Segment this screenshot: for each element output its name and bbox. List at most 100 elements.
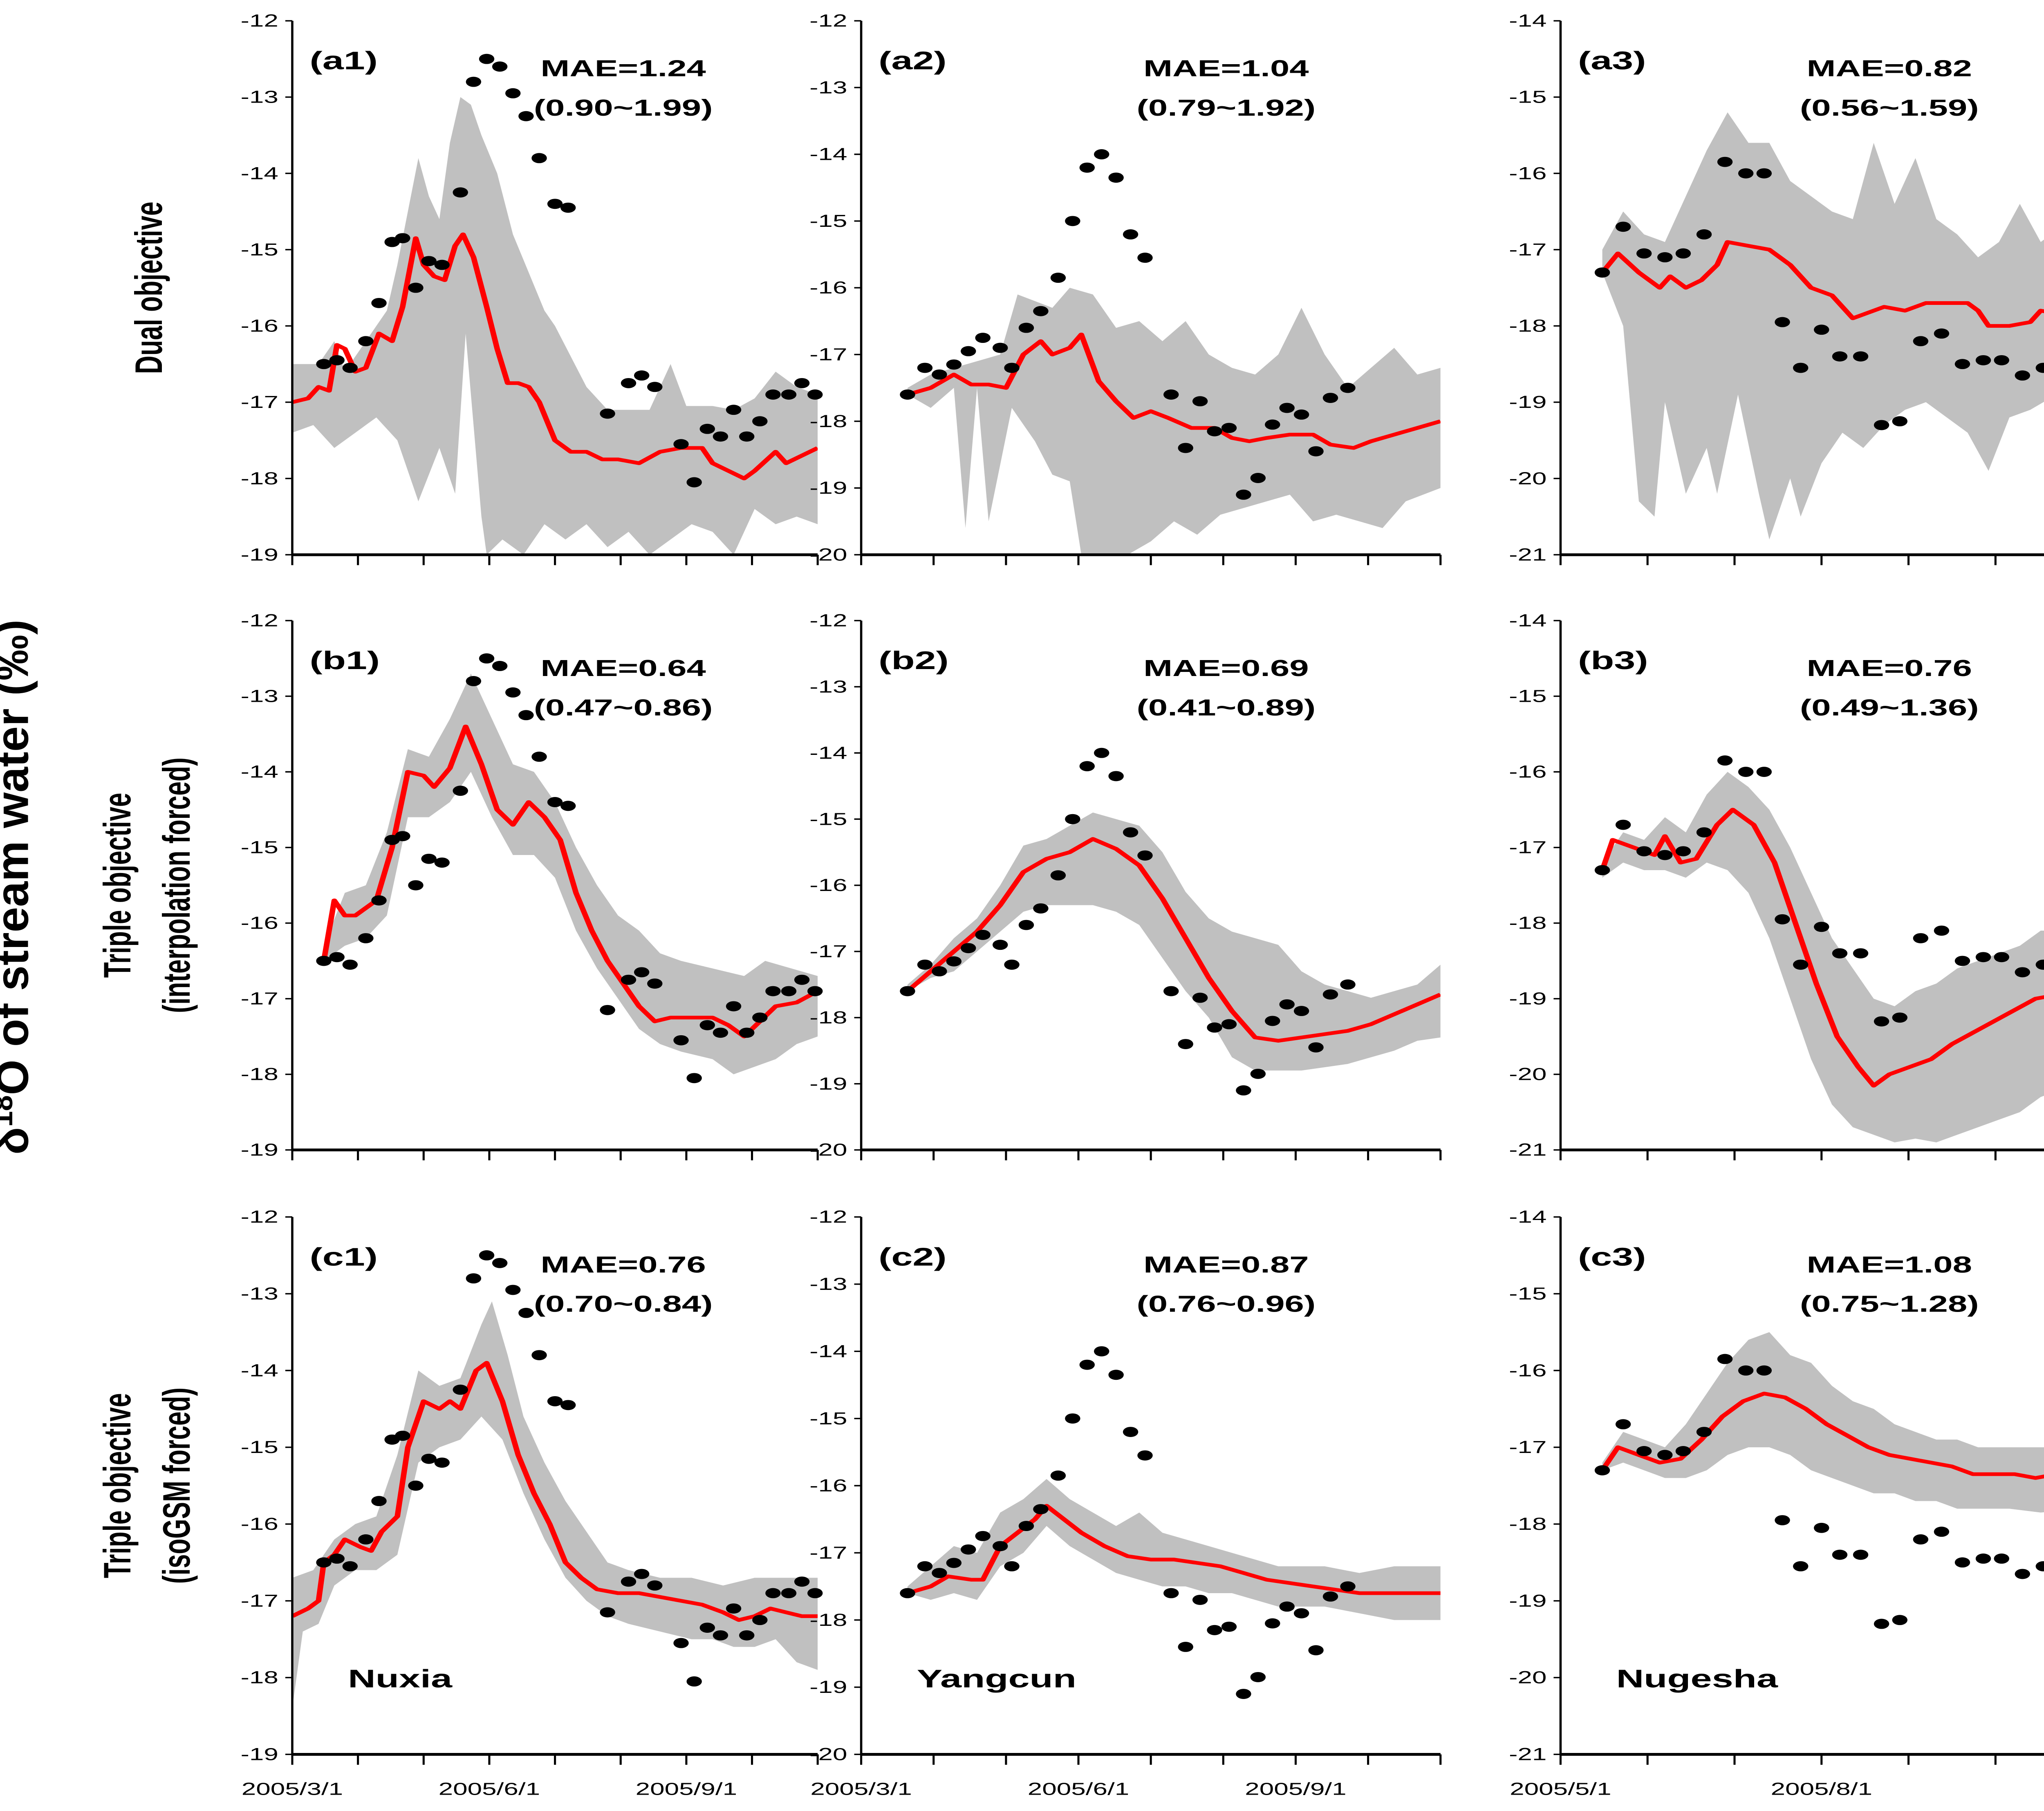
observation-point: [492, 661, 508, 671]
observation-point: [1322, 1591, 1338, 1602]
observation-point: [518, 1307, 534, 1318]
observation-point: [453, 786, 468, 796]
observation-point: [1265, 1618, 1280, 1629]
simulation-average-line: [906, 332, 1441, 450]
mae-value: MAE=1.04: [1143, 56, 1309, 82]
plot-area: [905, 812, 1441, 1071]
observation-point: [1874, 420, 1889, 430]
observation-point: [560, 1400, 576, 1410]
observation-point: [600, 1607, 615, 1618]
observation-point: [342, 1561, 358, 1571]
observation-point: [434, 857, 450, 868]
observation-point: [1913, 336, 1929, 347]
mae-value: MAE=0.76: [1807, 656, 1972, 681]
observation-point: [342, 959, 358, 970]
observation-point: [1250, 473, 1266, 483]
observation-point: [1279, 403, 1295, 413]
observation-point: [1004, 363, 1020, 373]
observation-point: [961, 1544, 976, 1555]
observation-point: [1293, 1006, 1309, 1016]
observation-point: [1050, 273, 1066, 283]
panel-label: (b2): [879, 646, 949, 675]
observation-point: [1636, 248, 1652, 259]
observation-point: [600, 1005, 615, 1015]
y-tick-label: -18: [1509, 913, 1546, 933]
y-tick-label: -19: [241, 1140, 278, 1160]
observation-point: [1793, 959, 1809, 970]
observation-point: [1853, 351, 1869, 362]
y-tick-label: -17: [1509, 240, 1546, 259]
y-tick-label: -14: [1509, 11, 1546, 30]
observation-point: [1994, 952, 2009, 963]
y-tick-label: -19: [1509, 989, 1546, 1008]
observation-point: [1696, 229, 1712, 240]
y-tick-label: -19: [809, 1678, 847, 1697]
observation-point: [975, 929, 991, 940]
y-tick-label: -20: [1509, 1668, 1546, 1687]
observation-point: [1033, 903, 1049, 914]
observation-point: [917, 959, 933, 970]
simulation-average-line: [905, 837, 1441, 1043]
observation-point: [1994, 355, 2009, 365]
observation-point: [421, 853, 437, 864]
observation-point: [1137, 850, 1153, 861]
panel-a2: -20 -19 -18 -17 -16 -15 -14 -13 -12 (a2) MAE=1.04 (…: [809, 11, 1442, 565]
observation-point: [395, 831, 410, 842]
observation-point: [505, 687, 521, 698]
observation-point: [1094, 1346, 1109, 1357]
observation-point: [1163, 986, 1179, 996]
uncertainty-band: [907, 1479, 1441, 1620]
observation-point: [547, 199, 563, 209]
plot-area: [1599, 772, 2044, 1143]
y-tick-label: -19: [241, 545, 278, 564]
observation-point: [739, 1028, 755, 1038]
observation-point: [316, 1557, 332, 1568]
observation-point: [421, 1453, 437, 1464]
observation-point: [1279, 999, 1295, 1010]
observation-point: [794, 1576, 810, 1587]
observation-point: [1265, 1016, 1280, 1026]
observation-point: [807, 1588, 823, 1598]
y-tick-label: -14: [241, 762, 278, 781]
observation-point: [518, 111, 534, 121]
panel-label: (b1): [310, 646, 380, 675]
mae-value: MAE=0.87: [1143, 1252, 1309, 1278]
observation-point: [1108, 172, 1124, 183]
observation-point: [560, 202, 576, 213]
observation-point: [752, 1615, 768, 1625]
observation-point: [1657, 850, 1673, 860]
observation-point: [1308, 446, 1324, 457]
y-tick-label: -14: [809, 743, 847, 763]
observation-point: [1250, 1068, 1266, 1079]
simulation-average-line: [1600, 1392, 2044, 1480]
row-label: Dual objective: [127, 201, 170, 374]
observation-point: [1696, 1427, 1712, 1437]
y-tick-label: -12: [241, 11, 278, 30]
observation-point: [917, 363, 933, 373]
observation-point: [1108, 1370, 1124, 1380]
observation-point: [1756, 1365, 1772, 1376]
observation-point: [434, 1457, 450, 1468]
y-tick-label: -18: [809, 1610, 847, 1630]
y-tick-label: -17: [1509, 838, 1546, 857]
observation-point: [1004, 1561, 1020, 1571]
observation-point: [1192, 992, 1208, 1003]
observation-point: [453, 187, 468, 198]
observation-point: [1832, 351, 1848, 362]
y-tick-label: -19: [241, 1745, 278, 1764]
observation-point: [547, 797, 563, 807]
y-tick-label: -17: [809, 1543, 847, 1563]
observation-point: [765, 986, 781, 996]
observation-point: [1615, 819, 1631, 830]
observation-point: [1221, 1019, 1237, 1030]
observation-point: [1594, 1465, 1610, 1475]
observation-point: [1094, 149, 1109, 159]
observation-point: [726, 1001, 742, 1012]
simulation-average-line: [1600, 240, 2044, 328]
observation-point: [1340, 383, 1356, 393]
observation-point: [531, 1350, 547, 1361]
panel-c3: -21 -20 -19 -18 -17 -16 -15 -14 2005/5/1 2005/8/1…: [1509, 1207, 2044, 1799]
observation-point: [1832, 948, 1848, 958]
observation-point: [505, 1285, 521, 1295]
observation-point: [531, 153, 547, 163]
